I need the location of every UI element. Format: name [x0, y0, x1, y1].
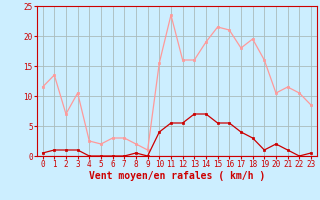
X-axis label: Vent moyen/en rafales ( km/h ): Vent moyen/en rafales ( km/h ) [89, 171, 265, 181]
